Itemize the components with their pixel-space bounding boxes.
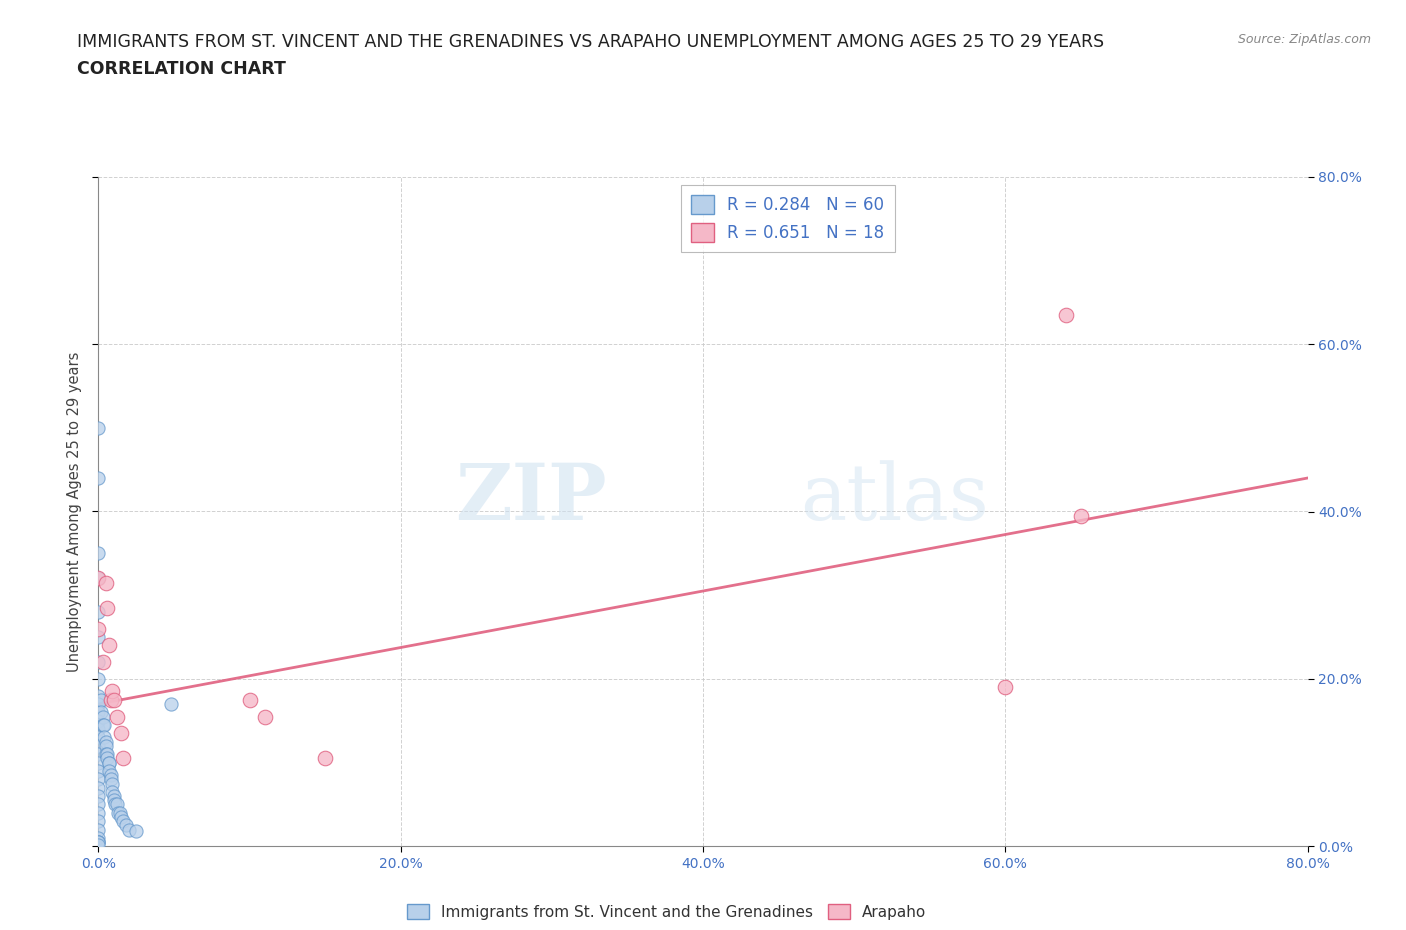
Point (87, 805, 110, 820)
Point (87, 471, 110, 485)
Point (87, 730, 110, 745)
Point (108, 805, 131, 820)
Point (87, 713, 110, 728)
Point (101, 776, 124, 790)
Text: IMMIGRANTS FROM ST. VINCENT AND THE GRENADINES VS ARAPAHO UNEMPLOYMENT AMONG AGE: IMMIGRANTS FROM ST. VINCENT AND THE GREN… (77, 33, 1105, 50)
Point (1054, 308, 1077, 323)
Point (87, 789, 110, 804)
Point (107, 805, 129, 820)
Point (87, 764, 110, 778)
Point (94, 747, 117, 762)
Point (87, 688, 110, 703)
Point (91, 655, 114, 670)
Point (87, 546, 110, 561)
Point (98, 764, 121, 778)
Point (87, 797, 110, 812)
Point (98, 755, 121, 770)
Point (253, 710, 276, 724)
Point (105, 797, 128, 812)
Point (87, 822, 110, 837)
Point (160, 697, 183, 711)
Point (103, 792, 125, 807)
Point (87, 780, 110, 795)
Point (87, 722, 110, 737)
Point (94, 735, 117, 750)
Point (91, 710, 114, 724)
Point (104, 797, 127, 812)
Point (110, 726, 132, 741)
Point (314, 751, 336, 766)
Point (87, 571, 110, 586)
Point (103, 789, 125, 804)
Point (87, 655, 110, 670)
Point (98, 638, 121, 653)
Point (87, 697, 110, 711)
Point (103, 693, 125, 708)
Point (93, 718, 115, 733)
Point (105, 710, 128, 724)
Point (1070, 509, 1092, 524)
Point (110, 809, 132, 825)
Text: atlas: atlas (800, 460, 988, 536)
Point (93, 730, 115, 745)
Text: CORRELATION CHART: CORRELATION CHART (77, 60, 287, 78)
Point (98, 755, 121, 770)
Point (87, 630, 110, 644)
Point (87, 755, 110, 770)
Point (100, 772, 122, 787)
Point (87, 747, 110, 762)
Point (96, 751, 118, 766)
Point (87, 835, 110, 850)
Point (87, 835, 110, 850)
Point (994, 680, 1017, 695)
Text: Source: ZipAtlas.com: Source: ZipAtlas.com (1237, 33, 1371, 46)
Point (100, 768, 122, 783)
Y-axis label: Unemployment Among Ages 25 to 29 years: Unemployment Among Ages 25 to 29 years (66, 352, 82, 671)
Point (87, 604, 110, 619)
Legend: Immigrants from St. Vincent and the Grenadines, Arapaho: Immigrants from St. Vincent and the Gren… (401, 897, 932, 925)
Text: ZIP: ZIP (454, 460, 606, 536)
Point (91, 718, 114, 733)
Point (87, 837, 110, 852)
Point (96, 601, 118, 616)
Point (87, 420, 110, 435)
Point (94, 738, 117, 753)
Point (87, 814, 110, 829)
Point (87, 830, 110, 845)
Point (87, 705, 110, 720)
Point (87, 772, 110, 787)
Point (100, 693, 122, 708)
Point (125, 824, 148, 839)
Point (87, 738, 110, 753)
Point (239, 693, 262, 708)
Point (94, 575, 117, 591)
Point (114, 818, 136, 833)
Point (111, 814, 134, 829)
Point (118, 822, 141, 837)
Point (96, 747, 118, 762)
Point (87, 671, 110, 686)
Point (87, 571, 110, 586)
Point (101, 684, 124, 699)
Point (90, 705, 112, 720)
Point (101, 785, 124, 800)
Point (90, 693, 112, 708)
Point (111, 751, 134, 766)
Point (87, 835, 110, 850)
Point (87, 621, 110, 636)
